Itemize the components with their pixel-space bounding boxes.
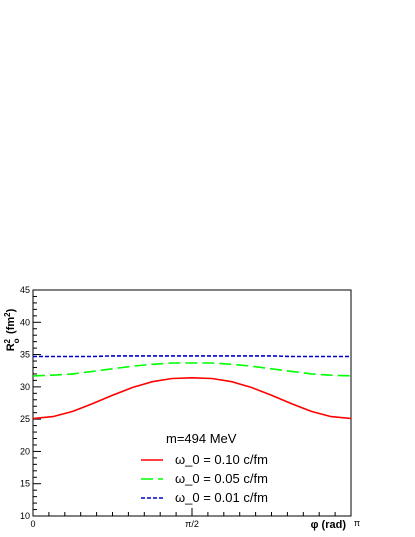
x-tick-label: 0 — [30, 519, 35, 529]
y-axis-title-sub: o — [12, 338, 21, 343]
x-tick-label: π/2 — [185, 519, 199, 529]
series-layer — [32, 355, 352, 420]
x-axis-title: φ (rad) — [311, 519, 347, 531]
legend-header: m=494 MeV — [166, 431, 237, 446]
y-tick-label: 45 — [20, 285, 30, 295]
y-tick-label: 25 — [20, 414, 30, 424]
y-axis-title-close: ) — [5, 308, 17, 312]
y-axis-title-unit: (fm — [5, 317, 17, 337]
x-tick-label: π — [354, 518, 360, 528]
legend-label-1: ω_0 = 0.10 c/fm — [175, 452, 268, 467]
y-tick-label: 20 — [20, 446, 30, 456]
y-tick-label: 35 — [20, 350, 30, 360]
legend: m=494 MeV ω_0 = 0.10 c/fm ω_0 = 0.05 c/fm… — [141, 431, 268, 505]
axis-ticks: 10 15 20 25 30 35 40 45 0 π/2 π — [20, 285, 360, 529]
y-axis-title-sup: 2 — [3, 338, 12, 343]
series-line-3 — [33, 355, 351, 358]
y-tick-label: 40 — [20, 317, 30, 327]
series-line-1 — [32, 376, 352, 420]
y-axis-title-unit-sup: 2 — [3, 312, 12, 317]
y-tick-label: 30 — [20, 382, 30, 392]
series-line-2 — [32, 362, 352, 377]
y-axis-title: Ro2 (fm2) — [3, 308, 21, 351]
legend-label-3: ω_0 = 0.01 c/fm — [175, 490, 268, 505]
y-tick-label: 15 — [20, 479, 30, 489]
y-tick-label: 10 — [20, 511, 30, 521]
legend-label-2: ω_0 = 0.05 c/fm — [175, 471, 268, 486]
y-axis-title-base: R — [5, 343, 17, 351]
